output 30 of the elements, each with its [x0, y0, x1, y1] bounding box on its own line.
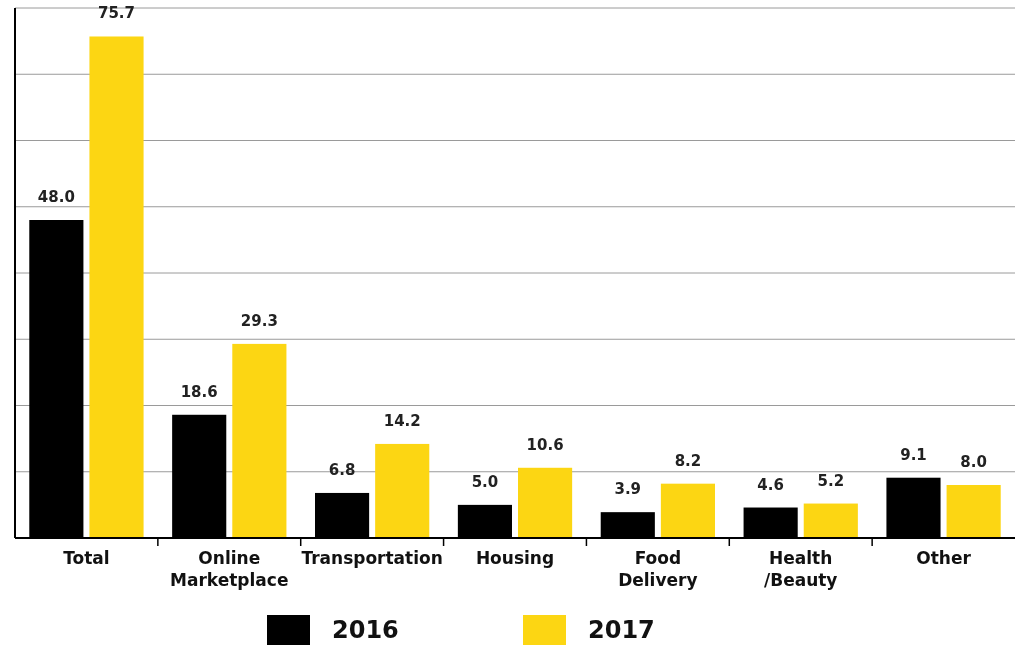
x-tick-label: Housing — [475, 548, 555, 568]
x-tick-label: Other — [916, 548, 972, 568]
data-label: 6.8 — [328, 460, 356, 479]
bar — [660, 483, 715, 538]
data-label: 14.2 — [383, 411, 421, 430]
data-label: 29.3 — [240, 311, 278, 330]
x-tick-label: Food Delivery — [618, 548, 698, 590]
data-label: 4.6 — [757, 475, 784, 494]
x-tick-label: Online Marketplace — [170, 548, 289, 590]
data-label: 8.2 — [674, 451, 702, 470]
data-label: 18.6 — [180, 382, 218, 401]
data-label: 48.0 — [37, 188, 75, 206]
data-label: 3.9 — [614, 480, 642, 499]
bar — [518, 467, 573, 538]
bar — [89, 36, 144, 538]
bar — [232, 343, 287, 538]
legend-label: 2017 — [588, 616, 655, 645]
bar — [375, 443, 430, 538]
data-label: 10.6 — [526, 435, 564, 454]
x-tick-label: Transportation — [301, 548, 443, 568]
data-label: 5.0 — [471, 472, 499, 491]
data-label: 75.7 — [98, 4, 136, 23]
data-label: 9.1 — [900, 445, 927, 464]
bar — [803, 503, 858, 538]
x-tick-label: Health /Beauty — [763, 548, 838, 590]
data-label: 8.0 — [960, 453, 987, 471]
bar — [946, 485, 1001, 538]
x-tick-label: Total — [63, 548, 110, 568]
data-label: 5.2 — [817, 471, 845, 490]
legend-label: 2016 — [332, 616, 399, 645]
